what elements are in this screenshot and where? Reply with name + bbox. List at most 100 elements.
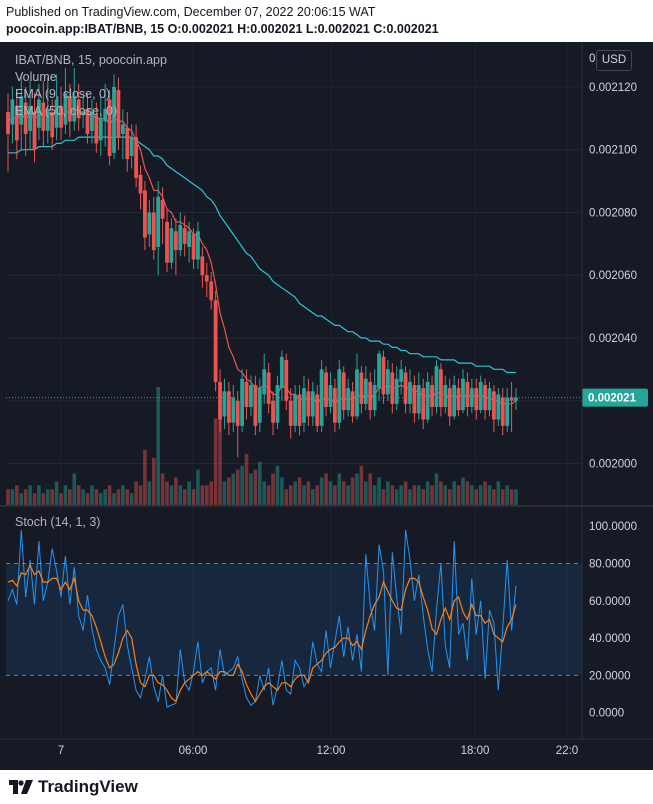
candle-body (359, 372, 364, 404)
candle-body (213, 300, 218, 382)
stoch-tick-label: 60.0000 (589, 596, 631, 608)
candle (403, 366, 408, 414)
volume-bar (218, 410, 222, 505)
legend-stoch[interactable]: Stoch (14, 1, 3) (15, 515, 101, 529)
time-tick-label: 7 (58, 745, 64, 757)
candle (275, 375, 280, 429)
chart-panel[interactable]: 0.0020000.0020200.0020400.0020600.002080… (0, 42, 653, 770)
candle-body (200, 256, 205, 276)
candle-body (461, 378, 465, 411)
candle-body (19, 96, 24, 125)
volume-bar (470, 485, 474, 505)
candle (76, 83, 81, 131)
last-price-tag (582, 388, 648, 407)
currency-button[interactable]: USD (596, 50, 632, 71)
volume-bar (390, 485, 395, 505)
stoch-tick-label: 80.0000 (589, 558, 631, 570)
volume-bar (412, 485, 417, 505)
candle-body (262, 369, 267, 395)
volume-bar (134, 481, 138, 505)
volume-bar (15, 485, 19, 505)
candle-body (514, 397, 518, 401)
candle-body (151, 212, 156, 251)
volume-bar (386, 481, 390, 505)
volume-bar (364, 481, 368, 505)
legend-ema9[interactable]: EMA (9, close, 0) (15, 87, 111, 101)
volume-bar (174, 477, 178, 505)
candle-body (45, 108, 50, 131)
stoch-k-line (7, 529, 517, 708)
volume-bar (381, 489, 386, 505)
candle (385, 359, 390, 401)
candle (218, 369, 222, 433)
candle (81, 93, 85, 128)
candle (90, 99, 94, 144)
candle (412, 375, 417, 423)
tradingview-logo[interactable]: TradingView (8, 777, 138, 797)
footer-bar: TradingView (0, 770, 653, 804)
legend-volume[interactable]: Volume (15, 70, 57, 84)
volume-bar (315, 485, 320, 505)
candle-body (399, 369, 404, 382)
candle-body (496, 394, 501, 420)
volume-bar (425, 481, 430, 505)
candle-body (425, 381, 430, 420)
candle (182, 215, 187, 257)
stoch-panel (6, 529, 582, 708)
volume-bar (262, 481, 267, 505)
candle (23, 86, 28, 156)
volume-bar (121, 485, 125, 505)
candle (14, 90, 19, 160)
candle (41, 80, 46, 147)
candle-body (487, 388, 492, 411)
candle (187, 221, 192, 263)
volume-bar (257, 461, 262, 505)
volume-bar (483, 481, 487, 505)
candle (231, 385, 236, 433)
volume-bar (496, 481, 501, 505)
chart-canvas[interactable]: 0.0020000.0020200.0020400.0020600.002080… (0, 42, 653, 770)
candle-body (240, 378, 245, 426)
candle-body (346, 388, 351, 411)
candle-body (98, 118, 103, 141)
candle (509, 381, 514, 433)
volume-bar (421, 489, 426, 505)
legend-ema50[interactable]: EMA (50, close, 0) (15, 104, 118, 118)
candle-body (249, 385, 253, 407)
candle (37, 83, 41, 141)
candle-body (63, 93, 68, 125)
legend-symbol[interactable]: IBAT/BNB, 15, poocoin.app (15, 53, 167, 67)
candle-body (85, 108, 90, 134)
volume-bar (306, 481, 311, 505)
candle (337, 359, 342, 429)
candle-body (222, 391, 227, 417)
volume-bar (297, 477, 302, 505)
candle-body (6, 112, 10, 134)
candle (297, 385, 302, 436)
volume-bar (6, 489, 10, 505)
candle (390, 363, 395, 414)
volume-bar (68, 489, 72, 505)
candle-body (156, 196, 161, 247)
candle-body (129, 137, 134, 156)
candle-body (32, 112, 37, 150)
candle-body (209, 281, 214, 301)
candle-body (147, 212, 152, 235)
candle (28, 80, 32, 150)
candle-body (76, 99, 81, 119)
volume-bar (10, 489, 15, 505)
candle (447, 378, 452, 426)
candle (235, 391, 240, 458)
volume-bar (324, 473, 328, 505)
candle (487, 381, 492, 417)
candle (341, 366, 346, 420)
candlesticks (6, 68, 518, 458)
candle (165, 209, 169, 273)
candle-body (37, 99, 41, 128)
candle (204, 262, 209, 298)
volume-bar (112, 493, 116, 505)
candle-body (293, 394, 298, 426)
volume-bar (505, 485, 509, 505)
candle (196, 221, 200, 269)
candle-body (416, 385, 421, 414)
